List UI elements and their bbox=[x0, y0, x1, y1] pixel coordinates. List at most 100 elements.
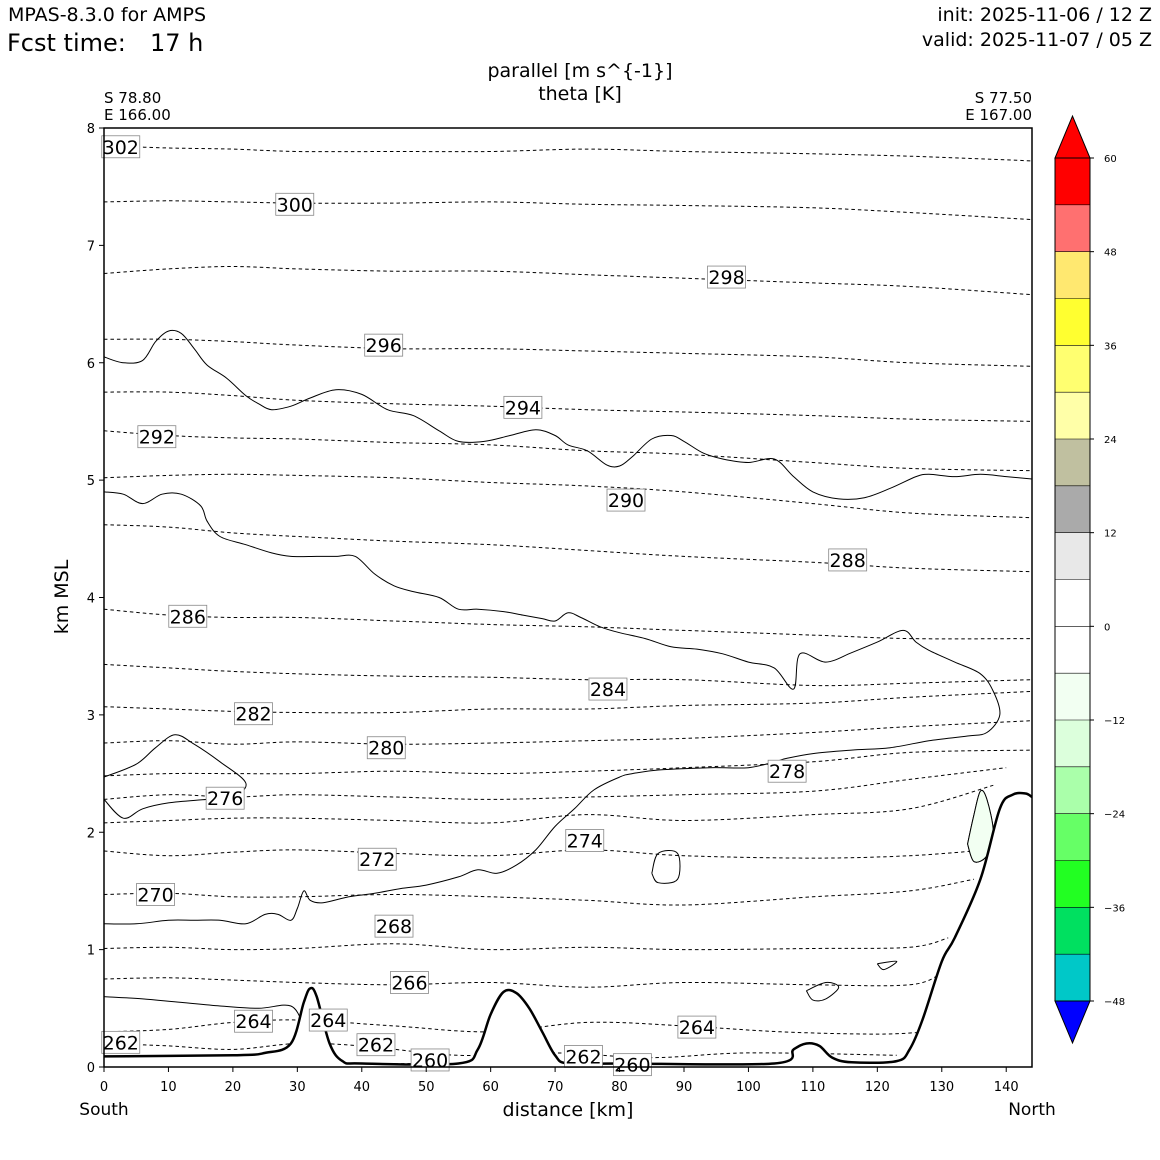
theta-label-box bbox=[101, 135, 141, 159]
colorbar-bin bbox=[1055, 345, 1090, 393]
colorbar-tick-label: 12 bbox=[1104, 529, 1117, 540]
theta-label-text: 270 bbox=[137, 884, 173, 906]
colorbar-tick-label: 48 bbox=[1104, 248, 1117, 259]
theta-label-text: 262 bbox=[103, 1032, 139, 1054]
theta-label-272: 272 bbox=[357, 847, 397, 871]
plot-content bbox=[104, 145, 1032, 1067]
theta-label-268: 268 bbox=[374, 914, 414, 938]
x-tick-label: 50 bbox=[418, 1080, 435, 1095]
theta-label-270: 270 bbox=[136, 883, 175, 906]
theta-label-text: 276 bbox=[207, 788, 243, 810]
y-tick-label: 4 bbox=[87, 592, 95, 607]
theta-label-290: 290 bbox=[606, 488, 646, 512]
theta-label-text: 292 bbox=[139, 427, 175, 449]
y-tick-label: 6 bbox=[87, 357, 95, 372]
theta-label-box bbox=[613, 1053, 652, 1077]
theta-label-text: 272 bbox=[359, 849, 395, 871]
plot-area: 3023002982962942922902882862842822802782… bbox=[87, 122, 1033, 1095]
theta-contour-286 bbox=[104, 608, 1032, 640]
x-tick-label: 80 bbox=[611, 1080, 628, 1095]
colorbar-bin bbox=[1055, 813, 1090, 861]
x-tick-label: 100 bbox=[736, 1080, 761, 1095]
x-tick-label: 20 bbox=[225, 1080, 242, 1095]
terrain-line bbox=[104, 791, 1032, 1066]
x-axis-label: distance [km] bbox=[502, 1099, 634, 1121]
theta-label-296: 296 bbox=[364, 333, 404, 357]
right-endpoint-lat: S 77.50 bbox=[974, 89, 1032, 107]
theta-label-282: 282 bbox=[234, 702, 273, 726]
theta-label-274: 274 bbox=[565, 829, 605, 852]
theta-label-280: 280 bbox=[366, 736, 406, 760]
theta-label-260: 260 bbox=[410, 1048, 450, 1072]
theta-label-text: 288 bbox=[830, 550, 866, 572]
chart-title: parallel [m s^{-1}] bbox=[487, 60, 673, 82]
wind-zero-contour bbox=[104, 996, 305, 1027]
theta-label-box bbox=[390, 971, 429, 994]
theta-label-300: 300 bbox=[275, 192, 315, 216]
x-tick-label: 90 bbox=[676, 1080, 693, 1095]
theta-label-box bbox=[234, 1009, 273, 1033]
theta-label-text: 264 bbox=[310, 1010, 346, 1032]
theta-label-text: 274 bbox=[567, 830, 603, 852]
colorbar-tick-label: 24 bbox=[1104, 435, 1117, 446]
theta-contour-282 bbox=[104, 690, 1032, 714]
theta-label-276: 276 bbox=[205, 786, 245, 810]
theta-label-298: 298 bbox=[707, 265, 746, 289]
colorbar-bin bbox=[1055, 298, 1090, 346]
wind-zero-contour bbox=[104, 329, 1032, 500]
colorbar-bin bbox=[1055, 907, 1090, 955]
theta-contour-288 bbox=[104, 524, 1032, 573]
theta-contour-290 bbox=[104, 473, 1032, 519]
theta-label-264: 264 bbox=[677, 1015, 717, 1039]
plot-frame bbox=[103, 127, 1033, 1068]
colorbar-bin bbox=[1055, 766, 1090, 814]
theta-contour-264 bbox=[104, 1019, 929, 1035]
theta-label-box bbox=[234, 702, 273, 726]
theta-label-260: 260 bbox=[613, 1053, 652, 1077]
wind-zero-contour bbox=[876, 960, 898, 971]
theta-label-box bbox=[565, 829, 605, 852]
theta-label-text: 264 bbox=[679, 1017, 715, 1039]
theta-label-288: 288 bbox=[828, 548, 868, 572]
theta-label-text: 300 bbox=[277, 194, 313, 216]
theta-label-box bbox=[168, 604, 208, 628]
x-tick-label: 10 bbox=[160, 1080, 177, 1095]
y-tick-label: 8 bbox=[87, 122, 95, 137]
theta-contour-300 bbox=[104, 200, 1032, 221]
theta-label-box bbox=[677, 1015, 717, 1039]
theta-label-text: 278 bbox=[769, 761, 805, 783]
theta-label-text: 296 bbox=[366, 335, 402, 357]
theta-label-box bbox=[707, 265, 746, 289]
fcst-time-label: Fcst time: bbox=[7, 29, 126, 57]
theta-contour-266 bbox=[104, 972, 943, 988]
theta-label-text: 260 bbox=[614, 1055, 650, 1077]
south-label: South bbox=[79, 1100, 129, 1120]
theta-label-278: 278 bbox=[767, 759, 807, 783]
colorbar-bin bbox=[1055, 860, 1090, 908]
theta-label-302: 302 bbox=[101, 135, 141, 159]
theta-label-text: 280 bbox=[368, 738, 404, 760]
theta-contour-278 bbox=[104, 749, 1032, 777]
fcst-time-value: 17 h bbox=[150, 29, 204, 57]
x-tick-label: 110 bbox=[800, 1080, 825, 1095]
theta-label-text: 262 bbox=[358, 1035, 394, 1057]
colorbar-tick-label: 60 bbox=[1104, 154, 1117, 165]
theta-label-box bbox=[356, 1033, 396, 1057]
colorbar-bin bbox=[1055, 954, 1090, 1001]
theta-label-box bbox=[606, 488, 646, 512]
theta-label-text: 284 bbox=[590, 679, 626, 701]
colorbar-tick-label: 0 bbox=[1104, 622, 1110, 633]
theta-label-262: 262 bbox=[564, 1045, 603, 1068]
model-title: MPAS-8.3.0 for AMPS bbox=[8, 4, 207, 26]
theta-label-text: 260 bbox=[412, 1050, 448, 1072]
colorbar-tick-label: −24 bbox=[1104, 810, 1125, 821]
x-tick-label: 40 bbox=[354, 1080, 371, 1095]
y-tick-label: 7 bbox=[87, 239, 95, 254]
theta-label-box bbox=[137, 425, 177, 449]
colorbar-bin bbox=[1055, 626, 1090, 674]
chart-subtitle: theta [K] bbox=[538, 83, 622, 105]
colorbar-tick-label: −36 bbox=[1104, 903, 1125, 914]
theta-label-text: 302 bbox=[103, 137, 139, 159]
y-tick-label: 0 bbox=[87, 1061, 95, 1076]
